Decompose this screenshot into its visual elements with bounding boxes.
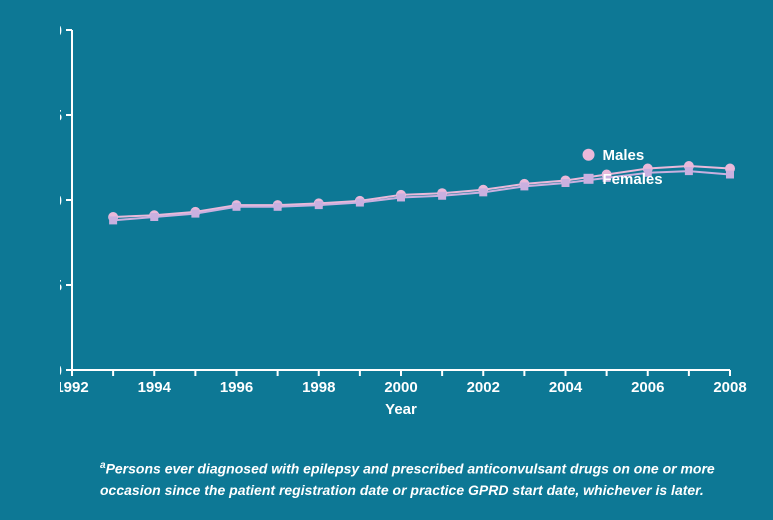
marker-females: [438, 192, 446, 200]
marker-females: [520, 182, 528, 190]
x-tick-label: 2008: [713, 379, 746, 396]
legend-marker-females: [584, 174, 594, 184]
x-tick-label: 2000: [384, 379, 417, 396]
x-tick-label: 2006: [631, 379, 664, 396]
marker-females: [150, 213, 158, 221]
marker-females: [726, 171, 734, 179]
x-tick-label: 1992: [60, 379, 89, 396]
y-tick-label: 0: [60, 363, 62, 380]
x-tick-label: 1994: [138, 379, 172, 396]
footnote: aPersons ever diagnosed with epilepsy an…: [100, 458, 715, 502]
x-tick-label: 2004: [549, 379, 583, 396]
marker-females: [109, 216, 117, 224]
marker-females: [562, 179, 570, 187]
x-tick-label: 2002: [467, 379, 500, 396]
y-tick-label: 10: [60, 193, 62, 210]
plot-area: 0 5 10 15 20 1992 1994 1996 1998 2000 2002 2004 2006…: [60, 10, 750, 430]
marker-females: [233, 203, 241, 211]
marker-females: [356, 199, 364, 207]
marker-females: [397, 193, 405, 201]
x-axis-label: Year: [385, 401, 417, 418]
x-tick-label: 1996: [220, 379, 253, 396]
marker-females: [479, 188, 487, 196]
y-tick-label: 5: [60, 278, 62, 295]
marker-females: [315, 201, 323, 209]
footnote-text: Persons ever diagnosed with epilepsy and…: [100, 461, 715, 499]
marker-females: [191, 210, 199, 218]
y-tick-label: 20: [60, 23, 62, 40]
legend-label-females: Females: [603, 171, 663, 188]
chart-svg: 0 5 10 15 20 1992 1994 1996 1998 2000 2002 2004 2006…: [60, 10, 750, 430]
legend-label-males: Males: [603, 147, 645, 164]
marker-females: [685, 167, 693, 175]
x-tick-label: 1998: [302, 379, 335, 396]
legend-marker-males: [583, 149, 595, 161]
chart-stage: 0 5 10 15 20 1992 1994 1996 1998 2000 2002 2004 2006…: [0, 0, 773, 520]
marker-females: [274, 203, 282, 211]
y-tick-label: 15: [60, 108, 62, 125]
